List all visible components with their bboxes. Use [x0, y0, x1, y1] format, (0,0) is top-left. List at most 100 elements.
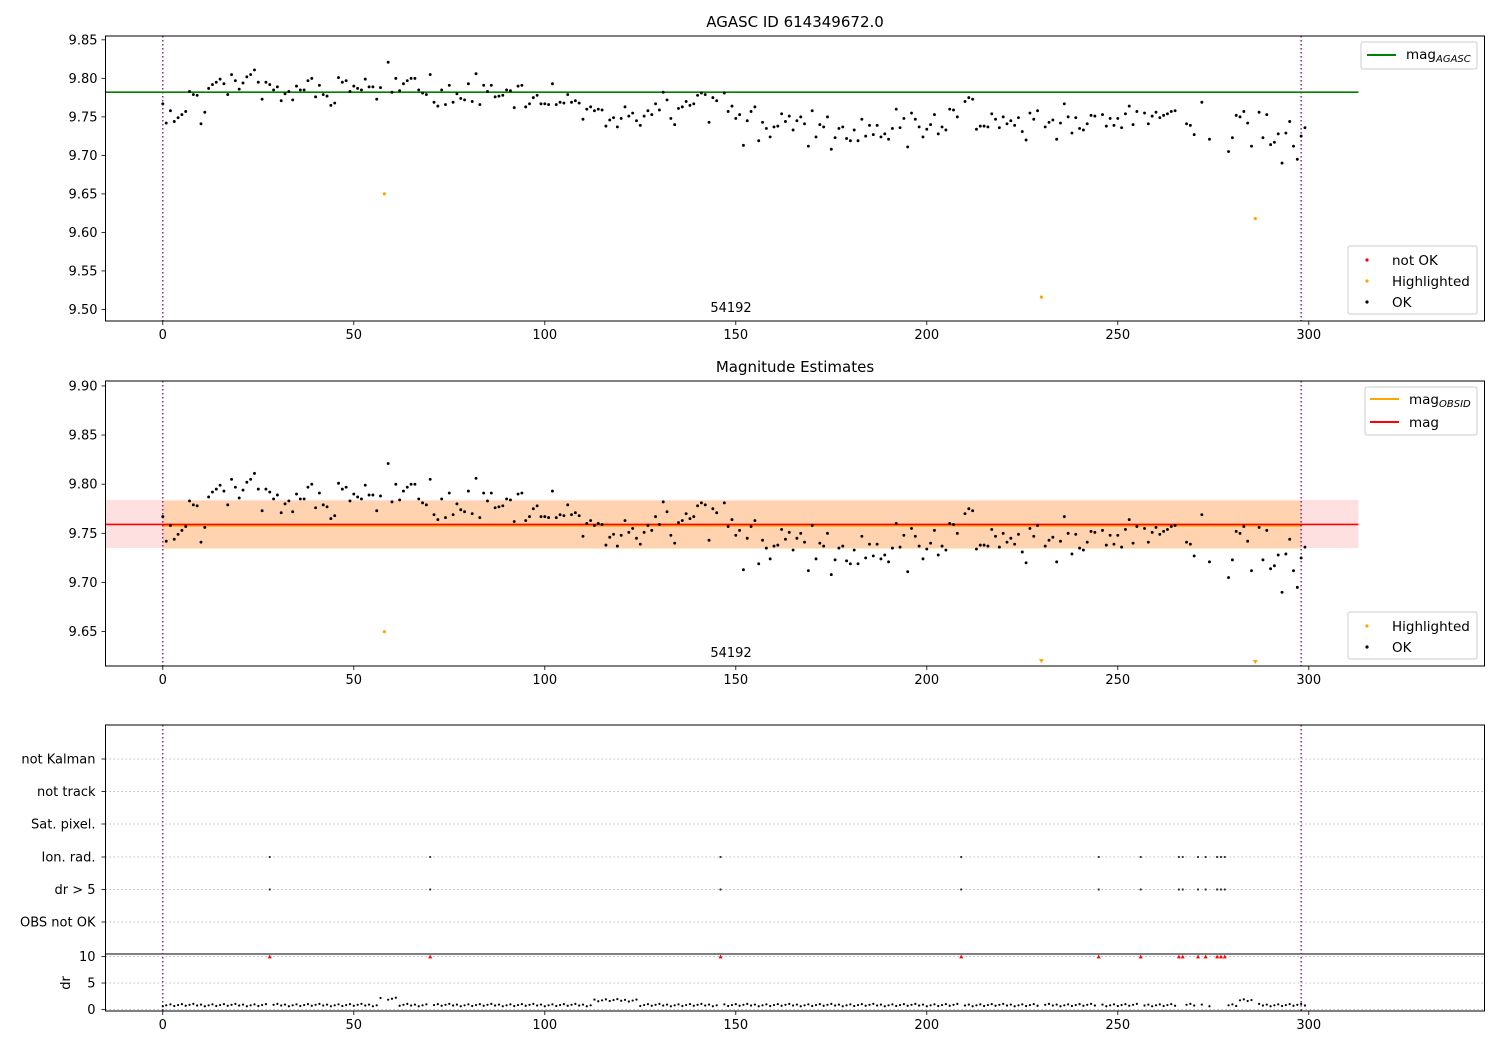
dr-point [688, 1002, 692, 1006]
ok-point [826, 115, 829, 119]
ok-point [1135, 524, 1139, 528]
ok-point [512, 520, 516, 523]
panel1-annotation: 54192 [710, 301, 751, 316]
ok-point [493, 95, 497, 99]
ok-point [520, 491, 524, 495]
flag-point [1177, 888, 1181, 891]
dr-point [734, 1002, 737, 1006]
ok-point [424, 93, 428, 96]
dr-point [165, 1004, 168, 1007]
ok-point [726, 110, 730, 113]
ok-point [547, 516, 551, 520]
ok-point [279, 511, 283, 515]
ok-point [635, 536, 638, 540]
ok-point [164, 539, 168, 543]
ok-point [921, 135, 925, 139]
ok-point [925, 547, 929, 551]
ok-point [168, 524, 172, 527]
dr-point [188, 1003, 191, 1006]
flag-point [1219, 888, 1223, 891]
ok-point [1032, 534, 1036, 538]
ok-point [195, 93, 199, 97]
dr-point [635, 998, 638, 1001]
dr-point [536, 1004, 539, 1007]
ok-point [253, 471, 256, 475]
ok-point [1227, 576, 1231, 580]
ok-point [1257, 110, 1261, 114]
ok-point [524, 519, 528, 523]
dr-point [937, 1004, 940, 1008]
dr-point [364, 1004, 367, 1007]
ok-point [1013, 542, 1017, 546]
ok-point [1250, 144, 1253, 148]
ok-point [1292, 569, 1295, 573]
ok-point [1143, 111, 1146, 115]
ok-point [1146, 122, 1150, 126]
ok-point [474, 476, 478, 480]
ok-point [944, 548, 948, 552]
ok-point [776, 543, 780, 547]
ok-point [306, 79, 310, 83]
dr-point [444, 1003, 447, 1006]
ok-point [459, 508, 463, 512]
dr-point [532, 1002, 535, 1005]
flag-point [268, 855, 271, 859]
ok-point [1123, 527, 1127, 531]
dr-point [967, 1003, 970, 1006]
agasc-magnitude-panel: AGASC ID 614349672.0 54192 9.509.559.609… [69, 13, 1485, 343]
ok-point [593, 109, 596, 113]
dr-point [780, 1004, 783, 1007]
ok-point [688, 517, 692, 521]
dr-point [761, 1004, 764, 1007]
dr-point [623, 998, 627, 1001]
ok-point [1005, 540, 1009, 544]
dr-point [795, 1003, 799, 1006]
ok-point [413, 482, 417, 486]
flag-point [1181, 888, 1184, 891]
ok-point [161, 102, 165, 106]
ok-point [531, 96, 535, 100]
dr-point [486, 1003, 489, 1006]
panel2-plot-area [106, 381, 1359, 666]
dr-point [478, 1002, 481, 1006]
ok-point [310, 76, 314, 80]
ok-point [913, 117, 917, 121]
ok-point [268, 490, 272, 494]
ok-point [627, 114, 631, 118]
ok-point [314, 95, 318, 99]
ok-point [738, 528, 742, 532]
ok-point [310, 482, 314, 486]
ok-point [948, 522, 952, 525]
ok-point [829, 573, 833, 577]
ok-point [348, 90, 352, 93]
dr-point [253, 1003, 256, 1006]
dr-point [1300, 1002, 1303, 1005]
dr-point [1292, 1004, 1295, 1007]
highlighted-legend-label-2: Highlighted [1392, 619, 1470, 635]
ok-point [680, 105, 684, 109]
p2-y-tick-label: 9.90 [69, 379, 98, 394]
panel1-legend-top-box [1360, 41, 1478, 70]
dr-point [685, 1003, 688, 1007]
ok-point [715, 99, 719, 103]
ok-point [329, 517, 333, 521]
dr-point [333, 1004, 336, 1007]
ok-point [772, 125, 776, 129]
flag-category-label: Sat. pixel. [31, 818, 95, 833]
ok-point [1036, 109, 1040, 113]
ok-point [784, 537, 787, 541]
dr-point [696, 1003, 699, 1006]
ok-point [363, 77, 367, 81]
dr-point [192, 1002, 195, 1005]
ok-point [1169, 110, 1173, 113]
ok-point [398, 498, 402, 502]
dr-point [707, 1003, 711, 1006]
ok-point [1066, 115, 1070, 119]
dr-point [524, 1004, 527, 1007]
ok-point [810, 524, 814, 527]
ok-point [562, 101, 566, 105]
ok-point [405, 485, 409, 489]
ok-point [1192, 554, 1196, 558]
panel1-background [105, 36, 1485, 321]
ok-point [1009, 536, 1013, 540]
